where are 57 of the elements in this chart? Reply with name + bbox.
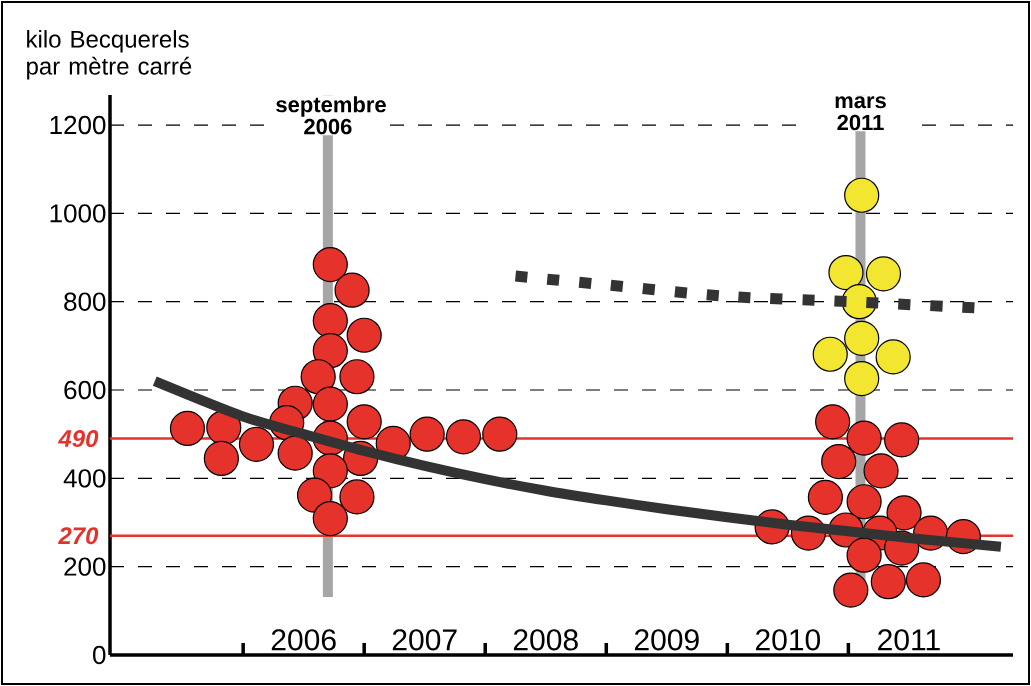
point <box>844 360 880 397</box>
x-tick-label: 2006 <box>271 629 336 651</box>
point <box>312 500 348 537</box>
y-axis-title: kilo Becquerels par mètre carré <box>27 30 192 80</box>
y-tick-label: 1000 <box>50 204 106 223</box>
point <box>844 320 880 356</box>
point <box>886 495 922 531</box>
y-tick-label: 1200 <box>50 115 106 135</box>
point <box>409 416 445 452</box>
point <box>339 479 375 515</box>
point <box>870 564 906 600</box>
ref-line-label: mars 2011 <box>835 96 886 131</box>
ref-line-label: 490 <box>58 430 99 448</box>
ref-line-label: 270 <box>58 527 99 545</box>
ref-line-label: septembre 2006 <box>276 96 386 135</box>
y-tick-label: 600 <box>64 380 106 400</box>
point <box>828 254 864 291</box>
point <box>445 419 482 455</box>
x-tick-label: 2009 <box>634 629 699 651</box>
y-tick-label: 400 <box>63 469 106 488</box>
point <box>482 416 518 452</box>
point <box>300 359 336 395</box>
point <box>346 317 382 353</box>
point <box>846 484 882 520</box>
point <box>815 404 851 440</box>
x-tick-label: 2010 <box>756 629 821 651</box>
point <box>833 572 869 608</box>
point <box>812 336 848 372</box>
point <box>334 272 370 308</box>
y-tick-label: 800 <box>64 292 106 311</box>
point <box>346 404 382 440</box>
point <box>884 422 920 458</box>
point <box>312 386 348 422</box>
point <box>296 477 333 513</box>
point <box>312 303 348 339</box>
point <box>339 359 375 395</box>
point <box>844 177 880 213</box>
x-tick-label: 2007 <box>392 629 457 651</box>
point <box>846 420 882 456</box>
point <box>203 440 239 477</box>
point <box>169 410 206 447</box>
y-tick-label: 200 <box>64 557 106 576</box>
point <box>312 333 348 369</box>
point <box>807 479 843 515</box>
point <box>312 453 348 489</box>
point <box>312 246 348 283</box>
x-tick-label: 2011 <box>878 629 940 651</box>
point <box>865 256 902 292</box>
point <box>905 562 942 598</box>
point <box>863 453 899 489</box>
point <box>846 537 882 573</box>
point <box>277 435 313 471</box>
point <box>875 339 911 375</box>
point <box>821 443 857 480</box>
x-tick-label: 2008 <box>513 629 578 651</box>
point <box>238 426 275 462</box>
y-tick-label: 0 <box>93 645 106 665</box>
